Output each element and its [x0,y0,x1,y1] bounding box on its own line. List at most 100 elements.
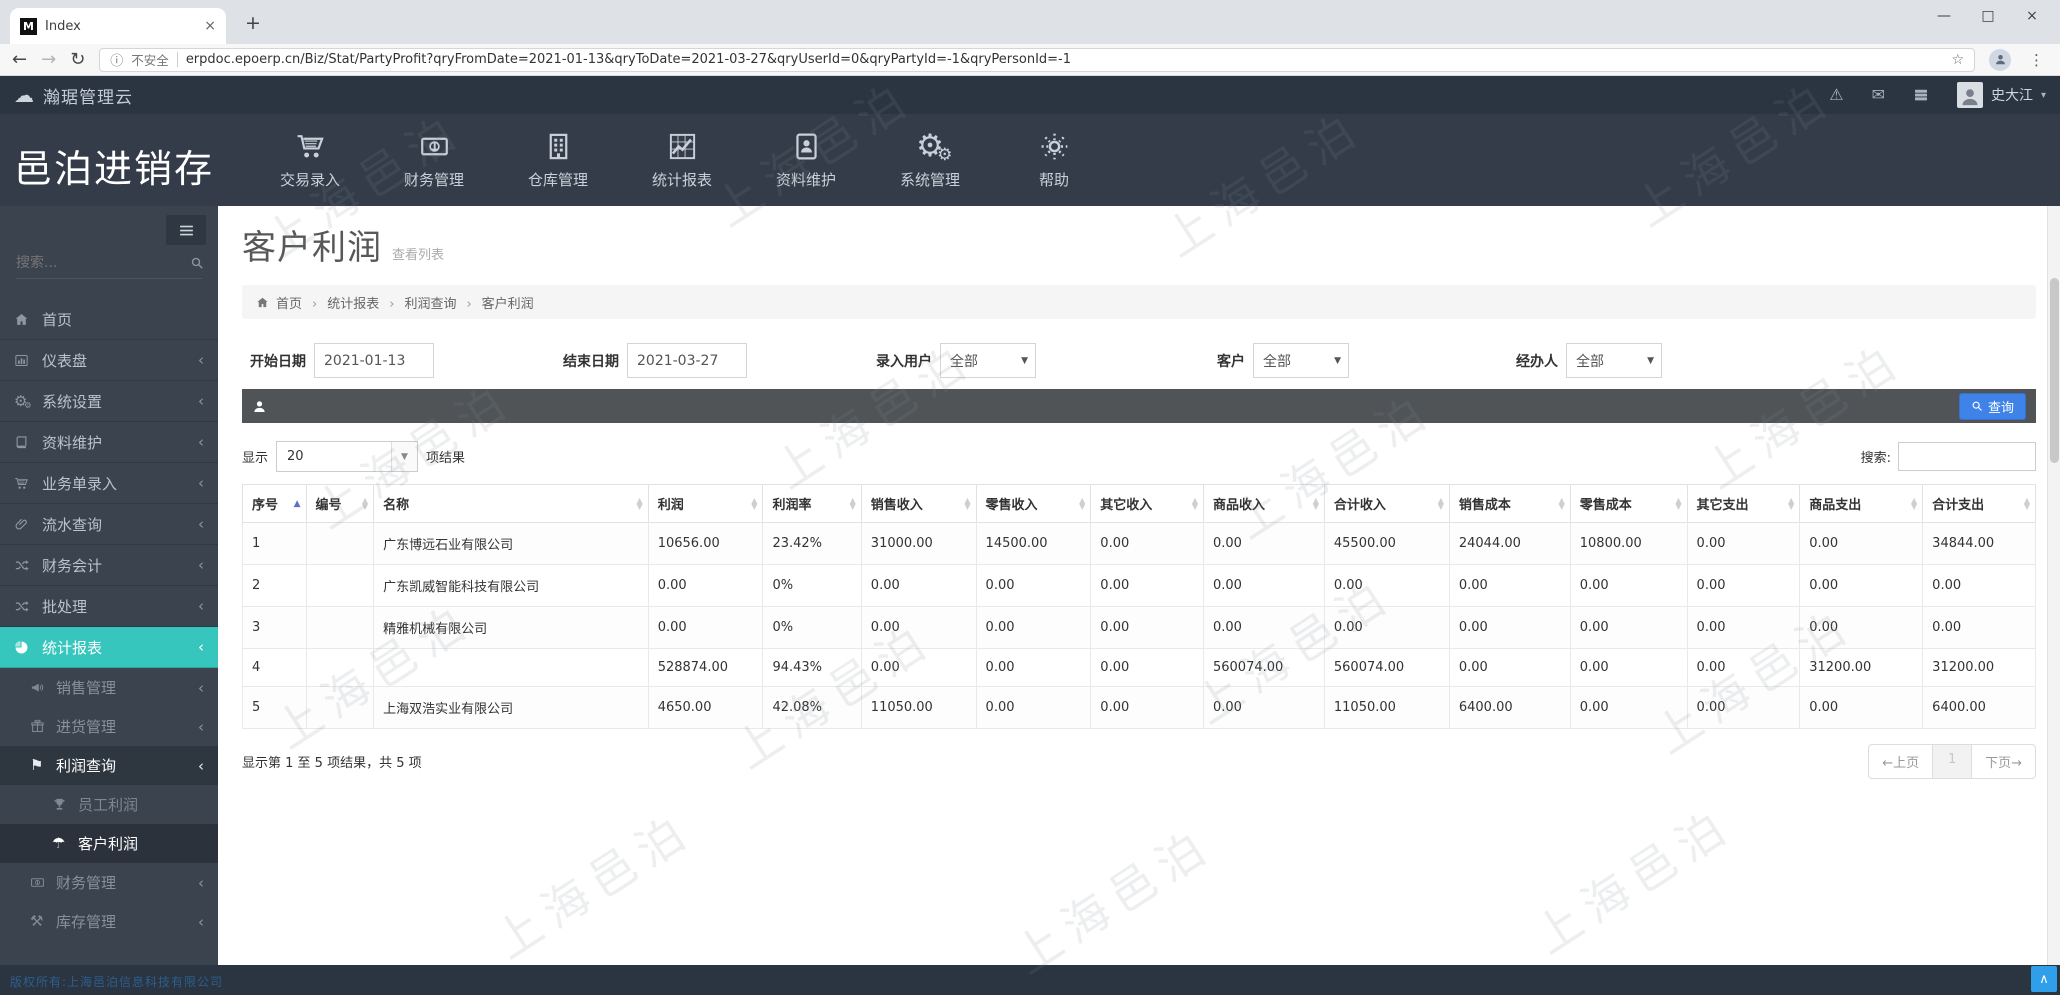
refresh-button[interactable]: ↻ [70,48,86,70]
column-header-8[interactable]: 商品收入 ▲ ▼ [1202,484,1325,523]
top-menu-finance-management[interactable]: 1 财务管理 [372,114,496,206]
column-header-10[interactable]: 销售成本 ▲ ▼ [1448,484,1571,523]
column-header-7[interactable]: 其它收入 ▲ ▼ [1090,484,1204,523]
table-search-input[interactable] [1898,442,2036,471]
top-menu-help[interactable]: 帮助 [992,114,1116,206]
window-maximize-button[interactable]: □ [1981,8,1995,24]
bookmark-star-icon[interactable]: ☆ [1951,51,1964,68]
sidebar-item-data-maintenance[interactable]: 资料维护 ‹ [0,422,218,463]
filter-label-from-date: 开始日期 [250,353,306,370]
top-menu-statistics-reports[interactable]: 统计报表 [620,114,744,206]
sidebar-item-flow-query[interactable]: 流水查询 ‹ [0,504,218,545]
sidebar-item-business-entry[interactable]: 业务单录入 ‹ [0,463,218,504]
top-menu-transaction-entry[interactable]: 交易录入 [248,114,372,206]
table-row[interactable]: 1 广东博远石业有限公司 10656.00 23.42% 31000.00 14500.0… [242,522,2036,565]
filter-customer[interactable]: 全部 ▼ [1253,343,1349,378]
sidebar-item-batch-processing[interactable]: 批处理 ‹ [0,586,218,627]
sidebar-item-finance-management[interactable]: 1 财务管理 ‹ [0,863,218,902]
sidebar-item-statistics-reports[interactable]: 统计报表 ‹ [0,627,218,668]
filter-handler[interactable]: 全部 ▼ [1566,343,1662,378]
sidebar-item-sales-management[interactable]: 销售管理 ‹ [0,668,218,707]
filter-value: 2021-01-13 [324,352,406,369]
column-header-5[interactable]: 销售收入 ▲ ▼ [860,484,977,523]
address-bar[interactable]: ⓘ 不安全 erpdoc.epoerp.cn/Biz/Stat/PartyPro… [99,47,1975,72]
window-minimize-button[interactable]: — [1937,8,1951,24]
cart-icon [14,476,38,491]
current-page-button[interactable]: 1 [1933,744,1972,779]
query-button[interactable]: 查询 [1958,392,2026,420]
breadcrumb-item-2[interactable]: 利润查询 [404,296,457,312]
table-cell: 0.00 [1090,606,1204,649]
table-row[interactable]: 5 上海双浩实业有限公司 4650.00 42.08% 11050.00 0.00 0.00… [242,686,2036,729]
sidebar-item-customer-profit[interactable]: ☂ 客户利润 [0,824,218,863]
column-header-9[interactable]: 合计收入 ▲ ▼ [1323,484,1450,523]
sidebar-item-purchase-management[interactable]: 进货管理 ‹ [0,707,218,746]
forward-button[interactable]: → [41,48,57,70]
sidebar-item-home[interactable]: 首页 [0,299,218,340]
column-header-14[interactable]: 合计支出 ▲ ▼ [1922,484,2036,523]
sidebar-item-inventory-management[interactable]: ⚒ 库存管理 ‹ [0,902,218,941]
svg-text:1: 1 [430,141,437,153]
browser-menu-icon[interactable]: ⋮ [2029,50,2044,69]
sidebar-item-label: 统计报表 [42,638,103,657]
sidebar-item-dashboard[interactable]: 仪表盘 ‹ [0,340,218,381]
filter-from-date[interactable]: 2021-01-13 [314,343,434,378]
column-header-1[interactable]: 编号 ▲ ▼ [305,484,375,523]
next-page-button[interactable]: 下页→ [1971,744,2036,779]
filter-group-from-date: 开始日期 2021-01-13 [242,343,555,378]
breadcrumb-item-1[interactable]: 统计报表 [327,296,380,312]
top-menu-label: 系统管理 [899,170,960,189]
window-close-button[interactable]: × [2026,8,2038,24]
sidebar-search-input[interactable] [16,255,190,271]
sidebar-item-profit-query[interactable]: ⚑ 利润查询 ‹ [0,746,218,785]
top-menu-warehouse-management[interactable]: 仓库管理 [496,114,620,206]
back-to-top-button[interactable]: ∧ [2031,966,2057,992]
home-icon [14,312,38,327]
column-header-3[interactable]: 利润 ▲ ▼ [647,484,764,523]
column-header-4[interactable]: 利润率 ▲ ▼ [762,484,862,523]
sidebar-toggle-button[interactable] [166,215,206,245]
breadcrumb-separator: › [312,296,318,312]
filter-entry-user[interactable]: 全部 ▼ [940,343,1036,378]
column-header-12[interactable]: 其它支出 ▲ ▼ [1686,484,1801,523]
sort-carets-icon: ▲ ▼ [1675,495,1682,511]
security-label: 不安全 [131,53,169,68]
column-header-13[interactable]: 商品支出 ▲ ▼ [1799,484,1924,523]
sidebar-item-system-settings[interactable]: ⚙ ⚙ 系统设置 ‹ [0,381,218,422]
tab-close-icon[interactable]: × [204,18,216,34]
user-menu[interactable]: 史大江 ▾ [1956,82,2046,108]
column-header-label: 编号 [315,498,342,513]
new-tab-button[interactable]: + [245,12,261,34]
vertical-scrollbar[interactable] [2047,206,2060,965]
table-row[interactable]: 4 528874.00 94.43% 0.00 0.00 0.00 560074.00 560… [242,648,2036,687]
browser-tab[interactable]: M Index × [10,8,226,44]
prev-page-button[interactable]: ←上页 [1868,744,1934,779]
column-header-6[interactable]: 零售收入 ▲ ▼ [975,484,1092,523]
top-menu-system-management[interactable]: ⚙ ⚙ 系统管理 [868,114,992,206]
table-cell: 560074.00 [1323,648,1450,687]
breadcrumb-item-0[interactable]: 首页 [276,296,303,312]
browser-profile-avatar[interactable] [1989,48,2011,71]
back-button[interactable]: ← [12,48,28,70]
alerts-warning-icon[interactable]: ⚠ [1829,85,1844,104]
column-header-2[interactable]: 名称 ▲ ▼ [373,484,649,523]
info-icon[interactable]: ⓘ [110,54,124,69]
messages-mail-icon[interactable]: ✉ [1871,85,1885,104]
filter-label-customer: 客户 [1217,353,1245,370]
table-cell: 0.00 [860,606,977,649]
sidebar-item-employee-profit[interactable]: 员工利润 [0,785,218,824]
scrollbar-thumb[interactable] [2050,278,2059,463]
page-size-select[interactable]: 20 ▼ [276,441,419,472]
column-header-0[interactable]: 序号 ▲ [242,484,307,523]
server-list-icon[interactable] [1913,87,1929,104]
table-row[interactable]: 2 广东凯威智能科技有限公司 0.00 0% 0.00 0.00 0.00 0.00 0.00 0… [242,564,2036,607]
column-header-11[interactable]: 零售成本 ▲ ▼ [1569,484,1688,523]
table-row[interactable]: 3 精雅机械有限公司 0.00 0% 0.00 0.00 0.00 0.00 0.00 0.00 0… [242,606,2036,649]
top-menu-data-maintenance[interactable]: 资料维护 [744,114,868,206]
filter-group-to-date: 结束日期 2021-03-27 [555,343,868,378]
filter-to-date[interactable]: 2021-03-27 [627,343,747,378]
gears-icon: ⚙ ⚙ [14,391,32,411]
column-header-label: 合计支出 [1932,498,1985,513]
sidebar-item-financial-accounting[interactable]: 财务会计 ‹ [0,545,218,586]
sort-carets-icon: ▲ ▼ [849,495,856,511]
